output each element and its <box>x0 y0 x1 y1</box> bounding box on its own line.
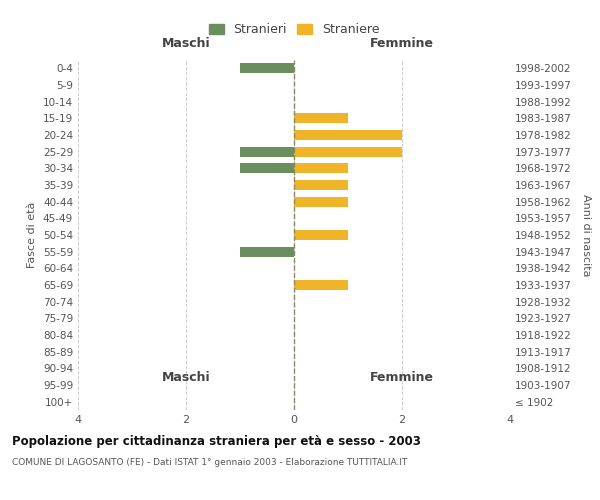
Bar <box>240 64 294 74</box>
Legend: Stranieri, Straniere: Stranieri, Straniere <box>206 21 382 39</box>
Bar <box>240 246 294 256</box>
Bar <box>294 146 402 156</box>
Bar <box>294 164 348 173</box>
Bar <box>294 280 348 290</box>
Bar <box>240 146 294 156</box>
Bar <box>294 130 402 140</box>
Text: COMUNE DI LAGOSANTO (FE) - Dati ISTAT 1° gennaio 2003 - Elaborazione TUTTITALIA.: COMUNE DI LAGOSANTO (FE) - Dati ISTAT 1°… <box>12 458 407 467</box>
Text: Femmine: Femmine <box>370 372 434 384</box>
Bar <box>294 230 348 240</box>
Bar <box>240 164 294 173</box>
Text: Femmine: Femmine <box>370 36 434 50</box>
Text: Maschi: Maschi <box>161 36 211 50</box>
Text: Maschi: Maschi <box>161 372 211 384</box>
Bar <box>294 180 348 190</box>
Bar <box>294 114 348 124</box>
Y-axis label: Fasce di età: Fasce di età <box>28 202 37 268</box>
Text: Popolazione per cittadinanza straniera per età e sesso - 2003: Popolazione per cittadinanza straniera p… <box>12 435 421 448</box>
Y-axis label: Anni di nascita: Anni di nascita <box>581 194 591 276</box>
Bar <box>294 196 348 206</box>
